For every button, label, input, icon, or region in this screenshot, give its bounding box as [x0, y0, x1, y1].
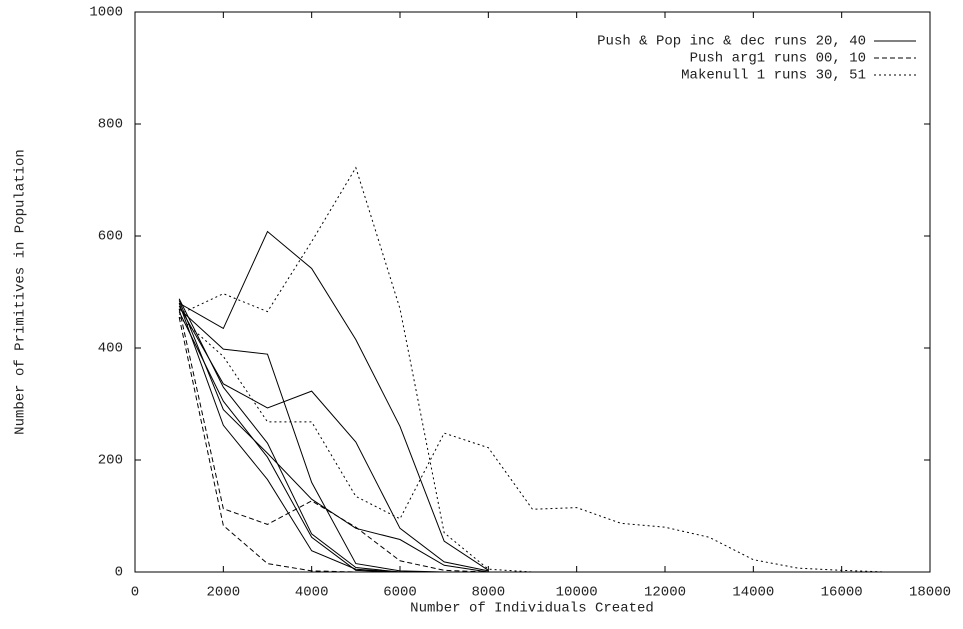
y-tick-label: 1000	[89, 5, 123, 21]
x-tick-label: 14000	[732, 585, 774, 601]
series-line	[178, 316, 886, 573]
series-line	[178, 298, 401, 573]
x-tick-label: 10000	[556, 585, 598, 601]
x-tick-label: 4000	[295, 585, 329, 601]
legend-label: Makenull 1 runs 30, 51	[681, 68, 866, 84]
x-tick-label: 8000	[472, 585, 506, 601]
series-line	[178, 300, 489, 573]
x-tick-label: 0	[131, 585, 139, 601]
series-line	[178, 308, 445, 573]
y-tick-label: 800	[98, 117, 123, 133]
x-tick-label: 18000	[909, 585, 951, 601]
y-tick-label: 600	[98, 229, 123, 245]
legend-label: Push arg1 runs 00, 10	[690, 51, 866, 67]
x-tick-label: 2000	[207, 585, 241, 601]
legend-label: Push & Pop inc & dec runs 20, 40	[597, 34, 866, 50]
plot-frame	[134, 11, 931, 573]
y-tick-label: 400	[98, 341, 123, 357]
series-line	[178, 303, 401, 573]
x-tick-label: 16000	[821, 585, 863, 601]
series-line	[178, 166, 533, 573]
series-line	[178, 305, 489, 572]
series-line	[178, 230, 489, 571]
x-axis-label: Number of Individuals Created	[410, 601, 654, 617]
y-tick-label: 0	[115, 565, 123, 581]
series-line	[178, 308, 489, 573]
x-tick-label: 6000	[383, 585, 417, 601]
series-line	[178, 311, 401, 573]
x-tick-label: 12000	[644, 585, 686, 601]
series-line	[178, 317, 356, 573]
y-tick-label: 200	[98, 453, 123, 469]
y-axis-label: Number of Primitives in Population	[13, 149, 29, 435]
